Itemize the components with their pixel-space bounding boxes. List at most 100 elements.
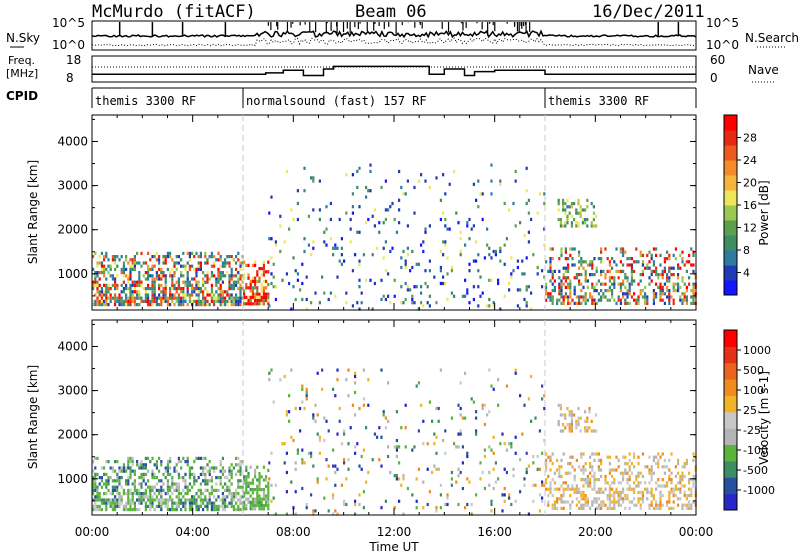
- heatmap-cell: [202, 277, 205, 281]
- heatmap-cell: [111, 296, 114, 300]
- cpid-label: CPID: [6, 89, 38, 103]
- heatmap-cell: [492, 451, 495, 455]
- heatmap-cell: [310, 451, 313, 455]
- heatmap-cell: [347, 458, 350, 462]
- heatmap-cell: [155, 476, 158, 480]
- colorbar-swatch: [724, 130, 737, 146]
- heatmap-cell: [219, 299, 222, 303]
- heatmap-cell: [650, 465, 653, 469]
- heatmap-cell: [543, 438, 546, 443]
- heatmap-cell: [446, 256, 449, 260]
- heatmap-cell: [186, 287, 189, 291]
- heatmap-cell: [186, 456, 189, 460]
- heatmap-cell: [226, 504, 229, 508]
- heatmap-cell: [442, 275, 445, 279]
- heatmap-cell: [356, 230, 359, 234]
- heatmap-cell: [444, 192, 447, 196]
- heatmap-cell: [195, 251, 198, 255]
- heatmap-cell: [107, 460, 110, 464]
- heatmap-cell: [241, 508, 244, 512]
- heatmap-cell: [96, 492, 99, 496]
- heatmap-cell: [131, 264, 134, 268]
- heatmap-cell: [296, 272, 299, 276]
- heatmap-cell: [630, 500, 633, 504]
- heatmap-cell: [477, 179, 480, 183]
- heatmap-cell: [136, 303, 139, 307]
- heatmap-cell: [641, 494, 644, 498]
- heatmap-cell: [624, 497, 627, 501]
- heatmap-cell: [582, 503, 585, 507]
- heatmap-cell: [303, 237, 306, 241]
- heatmap-cell: [131, 283, 134, 287]
- heatmap-cell: [681, 465, 684, 469]
- heatmap-cell: [679, 490, 682, 494]
- heatmap-cell: [600, 295, 603, 299]
- heatmap-cell: [208, 498, 211, 502]
- heatmap-cell: [692, 484, 695, 488]
- heatmap-cell: [210, 264, 213, 268]
- heatmap-cell: [639, 292, 642, 296]
- heatmap-cell: [258, 267, 261, 271]
- heatmap-cell: [628, 500, 631, 504]
- heatmap-cell: [398, 461, 401, 465]
- heatmap-cell: [149, 492, 152, 496]
- heatmap-cell: [262, 263, 265, 267]
- heatmap-cell: [578, 250, 581, 254]
- heatmap-cell: [142, 476, 145, 480]
- heatmap-cell: [541, 480, 544, 484]
- heatmap-cell: [217, 287, 220, 291]
- heatmap-cell: [560, 250, 563, 254]
- heatmap-cell: [586, 429, 589, 433]
- heatmap-cell: [188, 251, 191, 255]
- heatmap-cell: [125, 283, 128, 287]
- heatmap-cell: [191, 299, 194, 303]
- heatmap-cell: [586, 426, 589, 430]
- nave-tick-bottom: 0: [710, 71, 718, 85]
- heatmap-cell: [472, 400, 475, 404]
- heatmap-cell: [228, 293, 231, 297]
- heatmap-cell: [510, 442, 513, 446]
- heatmap-cell: [267, 488, 270, 492]
- heatmap-cell: [164, 501, 167, 505]
- heatmap-cell: [109, 476, 112, 480]
- heatmap-cell: [688, 487, 691, 491]
- heatmap-cell: [644, 285, 647, 289]
- heatmap-cell: [232, 274, 235, 278]
- heatmap-cell: [237, 492, 240, 496]
- heatmap-cell: [307, 243, 310, 247]
- heatmap-cell: [595, 269, 598, 273]
- heatmap-cell: [133, 261, 136, 265]
- heatmap-cell: [158, 479, 161, 483]
- heatmap-cell: [559, 407, 562, 411]
- heatmap-cell: [573, 292, 576, 296]
- heatmap-cell: [541, 496, 544, 500]
- heatmap-cell: [564, 413, 567, 417]
- heatmap-cell: [175, 255, 178, 259]
- heatmap-cell: [641, 289, 644, 293]
- heatmap-cell: [644, 487, 647, 491]
- heatmap-cell: [303, 461, 306, 465]
- heatmap-cell: [206, 498, 209, 502]
- heatmap-cell: [334, 483, 337, 487]
- heatmap-cell: [483, 486, 486, 491]
- heatmap-cell: [239, 290, 242, 294]
- heatmap-cell: [409, 269, 412, 273]
- heatmap-cell: [107, 498, 110, 502]
- heatmap-cell: [164, 469, 167, 473]
- heatmap-cell: [661, 289, 664, 293]
- heatmap-cell: [626, 263, 629, 267]
- heatmap-cell: [129, 290, 132, 294]
- heatmap-cell: [549, 295, 552, 299]
- heatmap-cell: [570, 214, 573, 218]
- heatmap-cell: [577, 416, 580, 420]
- heatmap-cell: [323, 496, 326, 500]
- y-tick-label: 2000: [57, 428, 88, 442]
- heatmap-cell: [186, 498, 189, 502]
- heatmap-cell: [688, 282, 691, 286]
- heatmap-cell: [96, 504, 99, 508]
- heatmap-cell: [530, 419, 533, 423]
- heatmap-cell: [340, 246, 343, 250]
- heatmap-cell: [380, 506, 383, 510]
- heatmap-cell: [147, 287, 150, 291]
- heatmap-cell: [466, 291, 469, 295]
